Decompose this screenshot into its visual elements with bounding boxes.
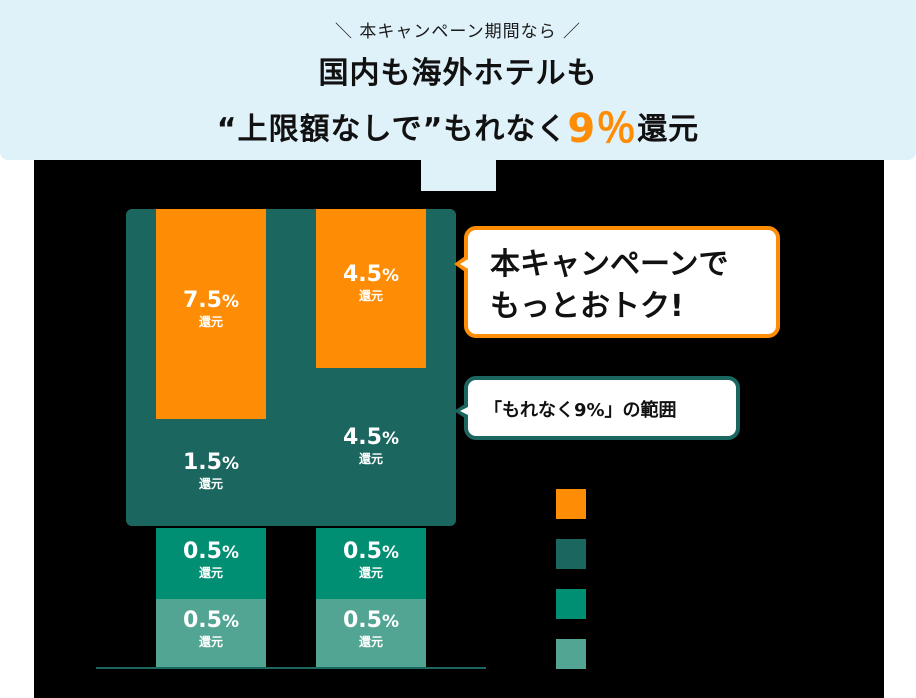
- bar-2-campaign-value: 4.5: [342, 262, 382, 287]
- bar-1-mid-unit: 還元: [198, 566, 223, 580]
- bar-1-range-value: 1.5: [182, 450, 222, 475]
- headline-line-1: 国内も海外ホテルも: [318, 56, 598, 91]
- bar-1-campaign-value: 7.5: [182, 288, 222, 313]
- bar-1-mid-segment: 0.5% 還元: [156, 528, 266, 599]
- campaign-callout-text: 本キャンペーンで もっとおトク!: [490, 247, 729, 324]
- headline-line-2-suffix: 還元: [637, 112, 700, 147]
- legend-swatch-campaign: [556, 489, 586, 519]
- bar-2-mid-segment: 0.5% 還元: [316, 528, 426, 599]
- headline-kicker: ＼ 本キャンペーン期間なら ／: [335, 22, 581, 42]
- bar-2-range-segment: 4.5% 還元: [316, 368, 426, 526]
- bar-2-mid-value: 0.5: [342, 539, 382, 564]
- range-callout: 「もれなく9%」の範囲: [454, 376, 740, 440]
- bar-2-base-segment: 0.5% 還元: [316, 599, 426, 667]
- bar-2-campaign-unit: 還元: [358, 289, 383, 303]
- legend-swatch-base: [556, 639, 586, 669]
- headline-pointer-tab: [421, 160, 496, 191]
- headline-accent-rate: 9％: [567, 106, 638, 152]
- bar-2-base-unit: 還元: [358, 635, 383, 649]
- bar-1-campaign-segment: 7.5% 還元: [156, 209, 266, 419]
- legend-swatch-range: [556, 539, 586, 569]
- headline-banner: ＼ 本キャンペーン期間なら ／ 国内も海外ホテルも “上限額なしで”もれなく9％…: [0, 0, 916, 160]
- bar-2-campaign-segment: 4.5% 還元: [316, 209, 426, 368]
- bar-2-range-unit: 還元: [358, 452, 383, 466]
- bar-1-range-segment: 1.5% 還元: [156, 419, 266, 526]
- bar-2-mid-unit: 還元: [358, 566, 383, 580]
- campaign-callout: 本キャンペーンで もっとおトク!: [454, 226, 780, 338]
- bar-2-base-value: 0.5: [342, 608, 382, 633]
- bar-1-campaign-unit: 還元: [198, 315, 223, 329]
- chart-baseline: [96, 667, 486, 669]
- bar-2-range-value: 4.5: [342, 425, 382, 450]
- bar-1-mid-value: 0.5: [182, 539, 222, 564]
- headline-line-2: “上限額なしで”もれなく9％還元: [0, 96, 916, 154]
- range-callout-text: 「もれなく9%」の範囲: [484, 400, 677, 421]
- bar-1-range-unit: 還元: [198, 477, 223, 491]
- bar-1-base-unit: 還元: [198, 635, 223, 649]
- bar-1-base-segment: 0.5% 還元: [156, 599, 266, 667]
- headline-line-2-prefix: “上限額なしで”もれなく: [216, 112, 568, 147]
- bar-1-base-value: 0.5: [182, 608, 222, 633]
- legend-swatch-mid: [556, 589, 586, 619]
